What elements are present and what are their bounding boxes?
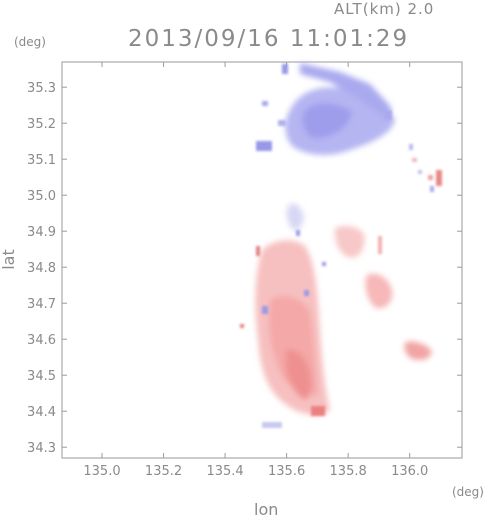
y-tick-label: 35.2 xyxy=(27,117,56,132)
echo-sparse-east xyxy=(409,144,442,192)
echo-red-cluster-south xyxy=(255,203,432,415)
x-tick-label: 135.8 xyxy=(330,464,367,479)
y-tick-label: 34.4 xyxy=(27,405,56,420)
plot-frame xyxy=(61,61,463,459)
x-tick-label: 135.6 xyxy=(268,464,305,479)
echo-blue-cluster-north xyxy=(285,63,395,155)
x-axis-unit: (deg) xyxy=(452,485,484,499)
echo-mixed-specks xyxy=(240,230,382,428)
x-tick-label: 136.0 xyxy=(391,464,428,479)
x-tick-label: 135.0 xyxy=(83,464,120,479)
x-tick-label: 135.4 xyxy=(206,464,243,479)
altitude-label: ALT(km) 2.0 xyxy=(334,0,435,18)
x-axis-label: lon xyxy=(254,500,279,519)
y-tick-label: 34.7 xyxy=(27,297,56,312)
y-tick-label: 35.0 xyxy=(27,189,56,204)
y-tick-label: 34.8 xyxy=(27,261,56,276)
y-tick-label: 34.5 xyxy=(27,369,56,384)
y-tick-group: 35.3 35.2 35.1 35.0 34.9 34.8 34.7 34.6 34.5 34.4… xyxy=(27,81,462,456)
y-tick-label: 34.9 xyxy=(27,225,56,240)
y-tick-label: 34.6 xyxy=(27,333,56,348)
y-tick-label: 35.3 xyxy=(27,81,56,96)
x-tick-group: 135.0 135.2 135.4 135.6 135.8 136.0 xyxy=(83,62,428,479)
y-tick-label: 35.1 xyxy=(27,153,56,168)
timestamp-title: 2013/09/16 11:01:29 xyxy=(128,26,410,52)
x-tick-label: 135.2 xyxy=(145,464,182,479)
y-axis-unit: (deg) xyxy=(14,35,46,49)
y-tick-label: 34.3 xyxy=(27,441,56,456)
echo-blue-patches xyxy=(256,64,392,151)
